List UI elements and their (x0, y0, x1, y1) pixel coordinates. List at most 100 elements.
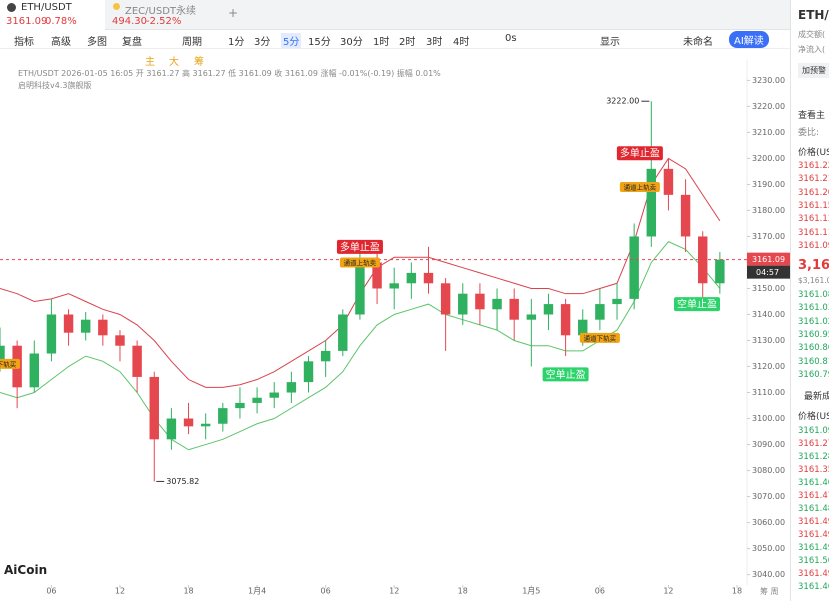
candle-body (612, 298, 622, 305)
ohlc-info: ETH/USDT 2026-01-05 16:05 开 3161.27 高 31… (18, 69, 441, 78)
rp-alert[interactable]: 加预警 (798, 63, 829, 78)
signal-box (0, 358, 20, 369)
trade-price: 3161.49 (798, 569, 829, 579)
trade-price: 3161.09 (798, 426, 829, 436)
candle-body (132, 345, 142, 377)
tab-symbol[interactable]: ETH/USDT (21, 2, 72, 13)
interval[interactable]: 4时 (453, 37, 470, 48)
candle-body (663, 168, 674, 195)
tool-timer: 0s (505, 33, 517, 44)
ask-price: 3161.11 (798, 227, 829, 238)
candle-body (63, 314, 74, 333)
candle-body (218, 408, 228, 424)
tool-period[interactable]: 周期 (182, 37, 202, 48)
signal-text: 通道上轨卖 (344, 258, 377, 267)
y-tick-label: 3220.00 (752, 102, 785, 111)
signal-box (579, 332, 620, 343)
signal-box (336, 239, 383, 254)
signal-text: 空单止盈 (546, 368, 586, 381)
candle-body (235, 402, 245, 409)
tool-indicator[interactable]: 指标 (14, 37, 34, 48)
y-tick-label: 3140.00 (752, 310, 785, 319)
trade-price: 3161.49 (798, 543, 829, 553)
y-tick-label: 3110.00 (752, 388, 785, 397)
y-tick-label: 3050.00 (752, 544, 785, 553)
rp-symbol: ETH/U (798, 8, 829, 22)
candle-body (629, 236, 639, 299)
interval[interactable]: 5分 (281, 33, 302, 48)
candle-body (200, 423, 211, 427)
x-tick-label: 06 (46, 587, 56, 596)
bid-price: 3161.03 (798, 303, 829, 314)
tab-bar (0, 0, 790, 30)
candle-body (423, 272, 434, 284)
signal: 通道上轨卖 (619, 182, 660, 193)
interval[interactable]: 2时 (399, 37, 416, 48)
candle-body (115, 335, 125, 346)
candle-body (646, 168, 657, 237)
x-tick-label: 1月4 (248, 587, 266, 596)
candle-body (183, 418, 194, 427)
zec-icon (113, 3, 120, 10)
signal: 多单止盈 (616, 146, 663, 161)
rp-trades-header: 最新成 (804, 392, 829, 402)
candle-body (526, 314, 537, 320)
y-tick-label: 3070.00 (752, 492, 785, 501)
sub-big[interactable]: 大 (169, 57, 179, 68)
tab-symbol[interactable]: ZEC/USDT永续 (125, 6, 196, 17)
signal-text: 多单止盈 (620, 147, 660, 160)
signal-box (339, 257, 380, 268)
signal-box (542, 367, 589, 382)
x-tick-label: 06 (321, 587, 331, 596)
candle-body (286, 382, 297, 393)
interval[interactable]: 3时 (426, 37, 443, 48)
signal-box (616, 146, 663, 161)
interval[interactable]: 1时 (373, 37, 390, 48)
candle-body (269, 392, 279, 398)
candle-body (543, 304, 554, 315)
rp-last: 3,161 (798, 258, 829, 273)
candle-body (440, 283, 451, 315)
ai-button[interactable]: AI解读 (729, 31, 769, 48)
interval[interactable]: 3分 (254, 37, 271, 48)
rp-turnover: 成交额( (798, 30, 826, 39)
y-tick-label: 3230.00 (752, 76, 785, 85)
candle-body (0, 345, 5, 362)
add-tab[interactable]: + (228, 6, 239, 20)
trade-price: 3161.47 (798, 491, 829, 501)
trade-price: 3161.28 (798, 452, 829, 462)
x-tick-label: 18 (732, 587, 742, 596)
tab-change: 0.78% (45, 16, 77, 27)
sub-chip[interactable]: 筹 (194, 57, 204, 68)
interval[interactable]: 15分 (308, 37, 331, 48)
candle-body (320, 350, 331, 362)
interval[interactable]: 30分 (340, 37, 363, 48)
tool-layout[interactable]: 未命名 (683, 37, 713, 48)
tool-multi[interactable]: 多图 (87, 37, 107, 48)
rp-netflow: 净流入( (798, 45, 826, 54)
signal: 空单止盈 (542, 367, 589, 382)
y-tick-label: 3170.00 (752, 232, 785, 241)
tool-replay[interactable]: 复盘 (122, 37, 142, 48)
x-tick-label: 18 (183, 587, 193, 596)
last-price-box (747, 252, 790, 266)
tab-active[interactable] (0, 0, 105, 30)
signal: 多单止盈 (336, 239, 383, 254)
last-price-label: 3161.09 (752, 255, 785, 264)
y-tick-label: 3200.00 (752, 154, 785, 163)
rp-view[interactable]: 查看主 (798, 111, 826, 121)
rp-trades-price-header: 价格(US (798, 412, 829, 422)
max-label: 3222.00 (606, 97, 639, 106)
interval[interactable]: 1分 (228, 37, 245, 48)
tool-advanced[interactable]: 高级 (51, 37, 71, 48)
sub-main[interactable]: 主 (145, 57, 155, 68)
ask-price: 3161.20 (798, 187, 829, 198)
x-tick-label: 12 (389, 587, 399, 596)
candle-body (98, 319, 108, 336)
x-tick-label: 18 (458, 587, 468, 596)
eth-icon (7, 3, 16, 12)
candle-body (355, 262, 365, 315)
corner-tools[interactable]: 筹 周 (760, 587, 779, 596)
tool-display[interactable]: 显示 (600, 37, 620, 48)
bid-price: 3161.08 (798, 290, 829, 300)
